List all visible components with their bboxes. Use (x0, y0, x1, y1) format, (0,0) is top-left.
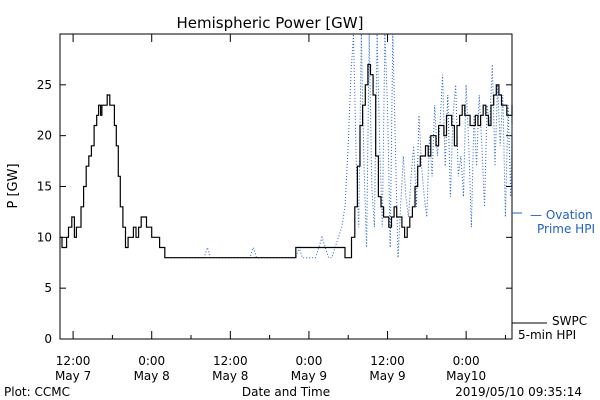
x-tick-time-label: 12:00 (370, 354, 405, 368)
y-tick-label: 25 (37, 78, 52, 92)
x-tick-date-label: May 9 (291, 369, 327, 383)
y-tick-label: 0 (44, 332, 52, 346)
x-tick-time-label: 0:00 (295, 354, 322, 368)
y-tick-label: 5 (44, 281, 52, 295)
legend: — Ovation Prime HPI SWPC 5-min HPI (512, 208, 595, 342)
x-tick-date-label: May 8 (134, 369, 170, 383)
y-tick-label: 10 (37, 230, 52, 244)
series-swpc-hpi (60, 63, 513, 259)
y-axis-label: P [GW] (6, 163, 21, 208)
legend-swpc-line2: 5-min HPI (518, 328, 576, 342)
x-tick-time-label: 0:00 (453, 354, 480, 368)
legend-ovation-line1: — Ovation (530, 208, 593, 222)
legend-swpc-line1: SWPC (552, 314, 587, 328)
y-tick-label: 20 (37, 129, 52, 143)
y-axis-ticks: 0 5 10 15 20 25 (37, 78, 512, 346)
x-tick-time-label: 12:00 (56, 354, 91, 368)
chart-title: Hemispheric Power [GW] (177, 14, 364, 32)
series-ovation-prime-hpi (164, 33, 513, 259)
x-tick-date-label: May10 (446, 369, 486, 383)
x-tick-date-label: May 9 (369, 369, 405, 383)
plot-frame (59, 33, 513, 340)
plot-credit: Plot: CCMC (4, 385, 70, 399)
legend-ovation-line2: Prime HPI (537, 222, 595, 236)
y-tick-label: 15 (37, 180, 52, 194)
x-tick-time-label: 0:00 (138, 354, 165, 368)
plot-timestamp: 2019/05/10 09:35:14 (455, 385, 582, 399)
x-tick-time-label: 12:00 (213, 354, 248, 368)
x-tick-date-label: May 8 (212, 369, 248, 383)
x-tick-date-label: May 7 (55, 369, 91, 383)
x-axis-label: Date and Time (242, 385, 330, 399)
